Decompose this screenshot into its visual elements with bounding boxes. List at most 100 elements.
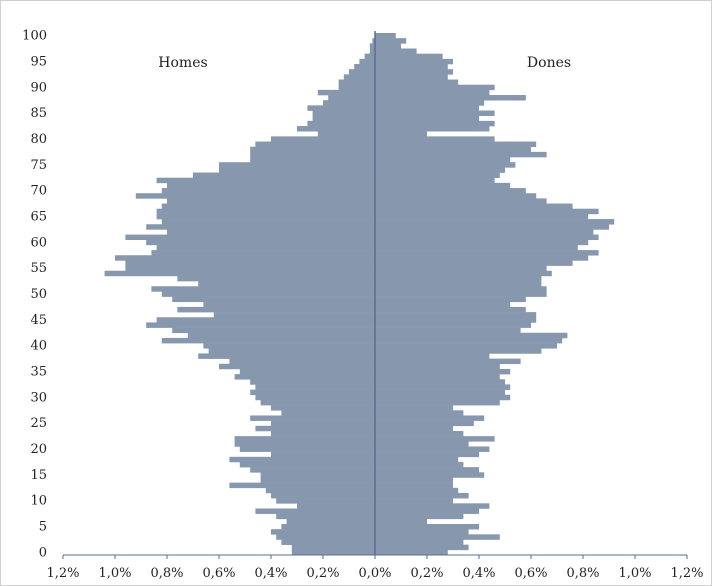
dones-bar-age-18 [375, 456, 459, 463]
dones-bar-age-96 [375, 53, 443, 60]
dones-bar-age-28 [375, 405, 453, 411]
y-tick-label-5: 5 [39, 520, 47, 535]
dones-bar-age-86 [375, 105, 479, 111]
y-tick-label-65: 65 [30, 209, 47, 224]
dones-bar-age-33 [375, 379, 505, 385]
dones-bar-age-82 [375, 126, 490, 132]
dones-bar-age-9 [375, 503, 490, 509]
dones-bar-age-95 [375, 58, 453, 65]
homes-bar-age-88 [328, 95, 375, 101]
dones-bar-age-60 [375, 239, 589, 246]
x-tick-label-12: 1,2% [670, 566, 703, 581]
homes-bar-age-92 [343, 74, 375, 80]
y-tick-label-90: 90 [30, 80, 47, 95]
homes-bar-age-54 [104, 270, 375, 277]
homes-bar-age-58 [151, 250, 375, 256]
homes-bar-age-13 [229, 482, 375, 489]
homes-bar-age-14 [260, 477, 375, 483]
homes-bar-age-77 [250, 151, 375, 158]
dones-bar-age-69 [375, 193, 537, 199]
homes-bar-age-38 [198, 353, 375, 359]
homes-bar-age-62 [167, 229, 375, 235]
x-tick-label-7: 0,2% [410, 566, 443, 581]
dones-bar-age-99 [375, 38, 407, 44]
dones-bar-age-50 [375, 291, 547, 297]
dones-bar-age-7 [375, 513, 464, 520]
dones-bar-age-1 [375, 544, 469, 551]
homes-bar-age-99 [372, 38, 375, 44]
x-tick-label-10: 0,8% [566, 566, 599, 581]
homes-bar-age-48 [203, 301, 375, 308]
homes-bar-age-18 [229, 456, 375, 463]
y-tick-label-95: 95 [30, 54, 47, 69]
dones-bar-age-31 [375, 389, 505, 396]
homes-bar-age-93 [349, 69, 375, 75]
homes-bar-age-35 [239, 368, 375, 375]
homes-bar-age-16 [250, 467, 375, 473]
dones-bar-age-48 [375, 301, 511, 308]
homes-bar-age-19 [271, 451, 375, 458]
y-tick-label-25: 25 [30, 416, 47, 431]
dones-bar-age-52 [375, 281, 542, 287]
homes-bar-age-5 [281, 523, 375, 530]
homes-bar-age-15 [260, 472, 375, 478]
homes-bar-age-65 [156, 213, 375, 220]
homes-bar-age-80 [271, 136, 375, 142]
homes-bar-age-39 [208, 348, 375, 354]
dones-bar-age-15 [375, 472, 485, 478]
dones-bar-age-32 [375, 384, 511, 390]
homes-bar-age-28 [271, 405, 375, 411]
dones-bar-age-26 [375, 415, 485, 421]
homes-bar-age-82 [297, 126, 375, 132]
dones-bar-age-2 [375, 539, 464, 545]
dones-bar-age-53 [375, 275, 542, 282]
dones-bar-age-43 [375, 327, 521, 334]
homes-bar-age-96 [364, 53, 375, 60]
homes-bar-age-46 [213, 312, 375, 318]
dones-bar-age-92 [375, 74, 448, 80]
dones-bar-age-90 [375, 84, 495, 91]
homes-bar-age-70 [161, 188, 375, 194]
homes-bar-age-81 [317, 131, 375, 137]
x-tick-label-1: 1,0% [98, 566, 131, 581]
dones-bar-age-62 [375, 229, 594, 235]
homes-label: Homes [158, 55, 207, 71]
dones-bar-age-27 [375, 410, 464, 416]
homes-bar-age-61 [125, 234, 376, 241]
homes-bar-age-56 [125, 260, 376, 266]
dones-bar-age-40 [375, 343, 557, 349]
y-tick-label-45: 45 [30, 313, 47, 328]
dones-bar-age-74 [375, 167, 505, 173]
x-tick-label-3: 0,6% [202, 566, 235, 581]
homes-bar-age-20 [239, 446, 375, 452]
dones-bar-age-30 [375, 394, 511, 401]
dones-bar-age-65 [375, 213, 589, 220]
dones-bar-age-39 [375, 348, 542, 354]
dones-bar-age-64 [375, 219, 615, 225]
homes-bar-age-47 [177, 306, 375, 313]
dones-bar-age-3 [375, 534, 500, 540]
homes-bar-age-2 [281, 539, 375, 545]
y-tick-label-20: 20 [30, 442, 47, 457]
homes-bar-age-33 [250, 379, 375, 385]
y-tick-label-85: 85 [30, 106, 47, 121]
homes-bar-age-79 [255, 141, 375, 147]
homes-bar-age-29 [260, 399, 375, 406]
homes-bar-age-64 [161, 219, 375, 225]
homes-bar-age-87 [323, 100, 375, 106]
dones-bar-age-54 [375, 270, 552, 277]
dones-bar-age-44 [375, 322, 531, 328]
homes-bar-age-36 [219, 363, 375, 370]
dones-bar-age-97 [375, 48, 417, 54]
homes-bar-age-26 [250, 415, 375, 421]
dones-bar-age-23 [375, 430, 464, 437]
homes-bar-age-60 [146, 239, 375, 246]
dones-bar-age-10 [375, 498, 453, 504]
dones-bar-age-19 [375, 451, 479, 458]
homes-bar-age-85 [312, 110, 375, 116]
homes-bar-age-40 [203, 343, 375, 349]
dones-bar-age-47 [375, 306, 526, 313]
homes-bar-age-11 [271, 492, 375, 499]
